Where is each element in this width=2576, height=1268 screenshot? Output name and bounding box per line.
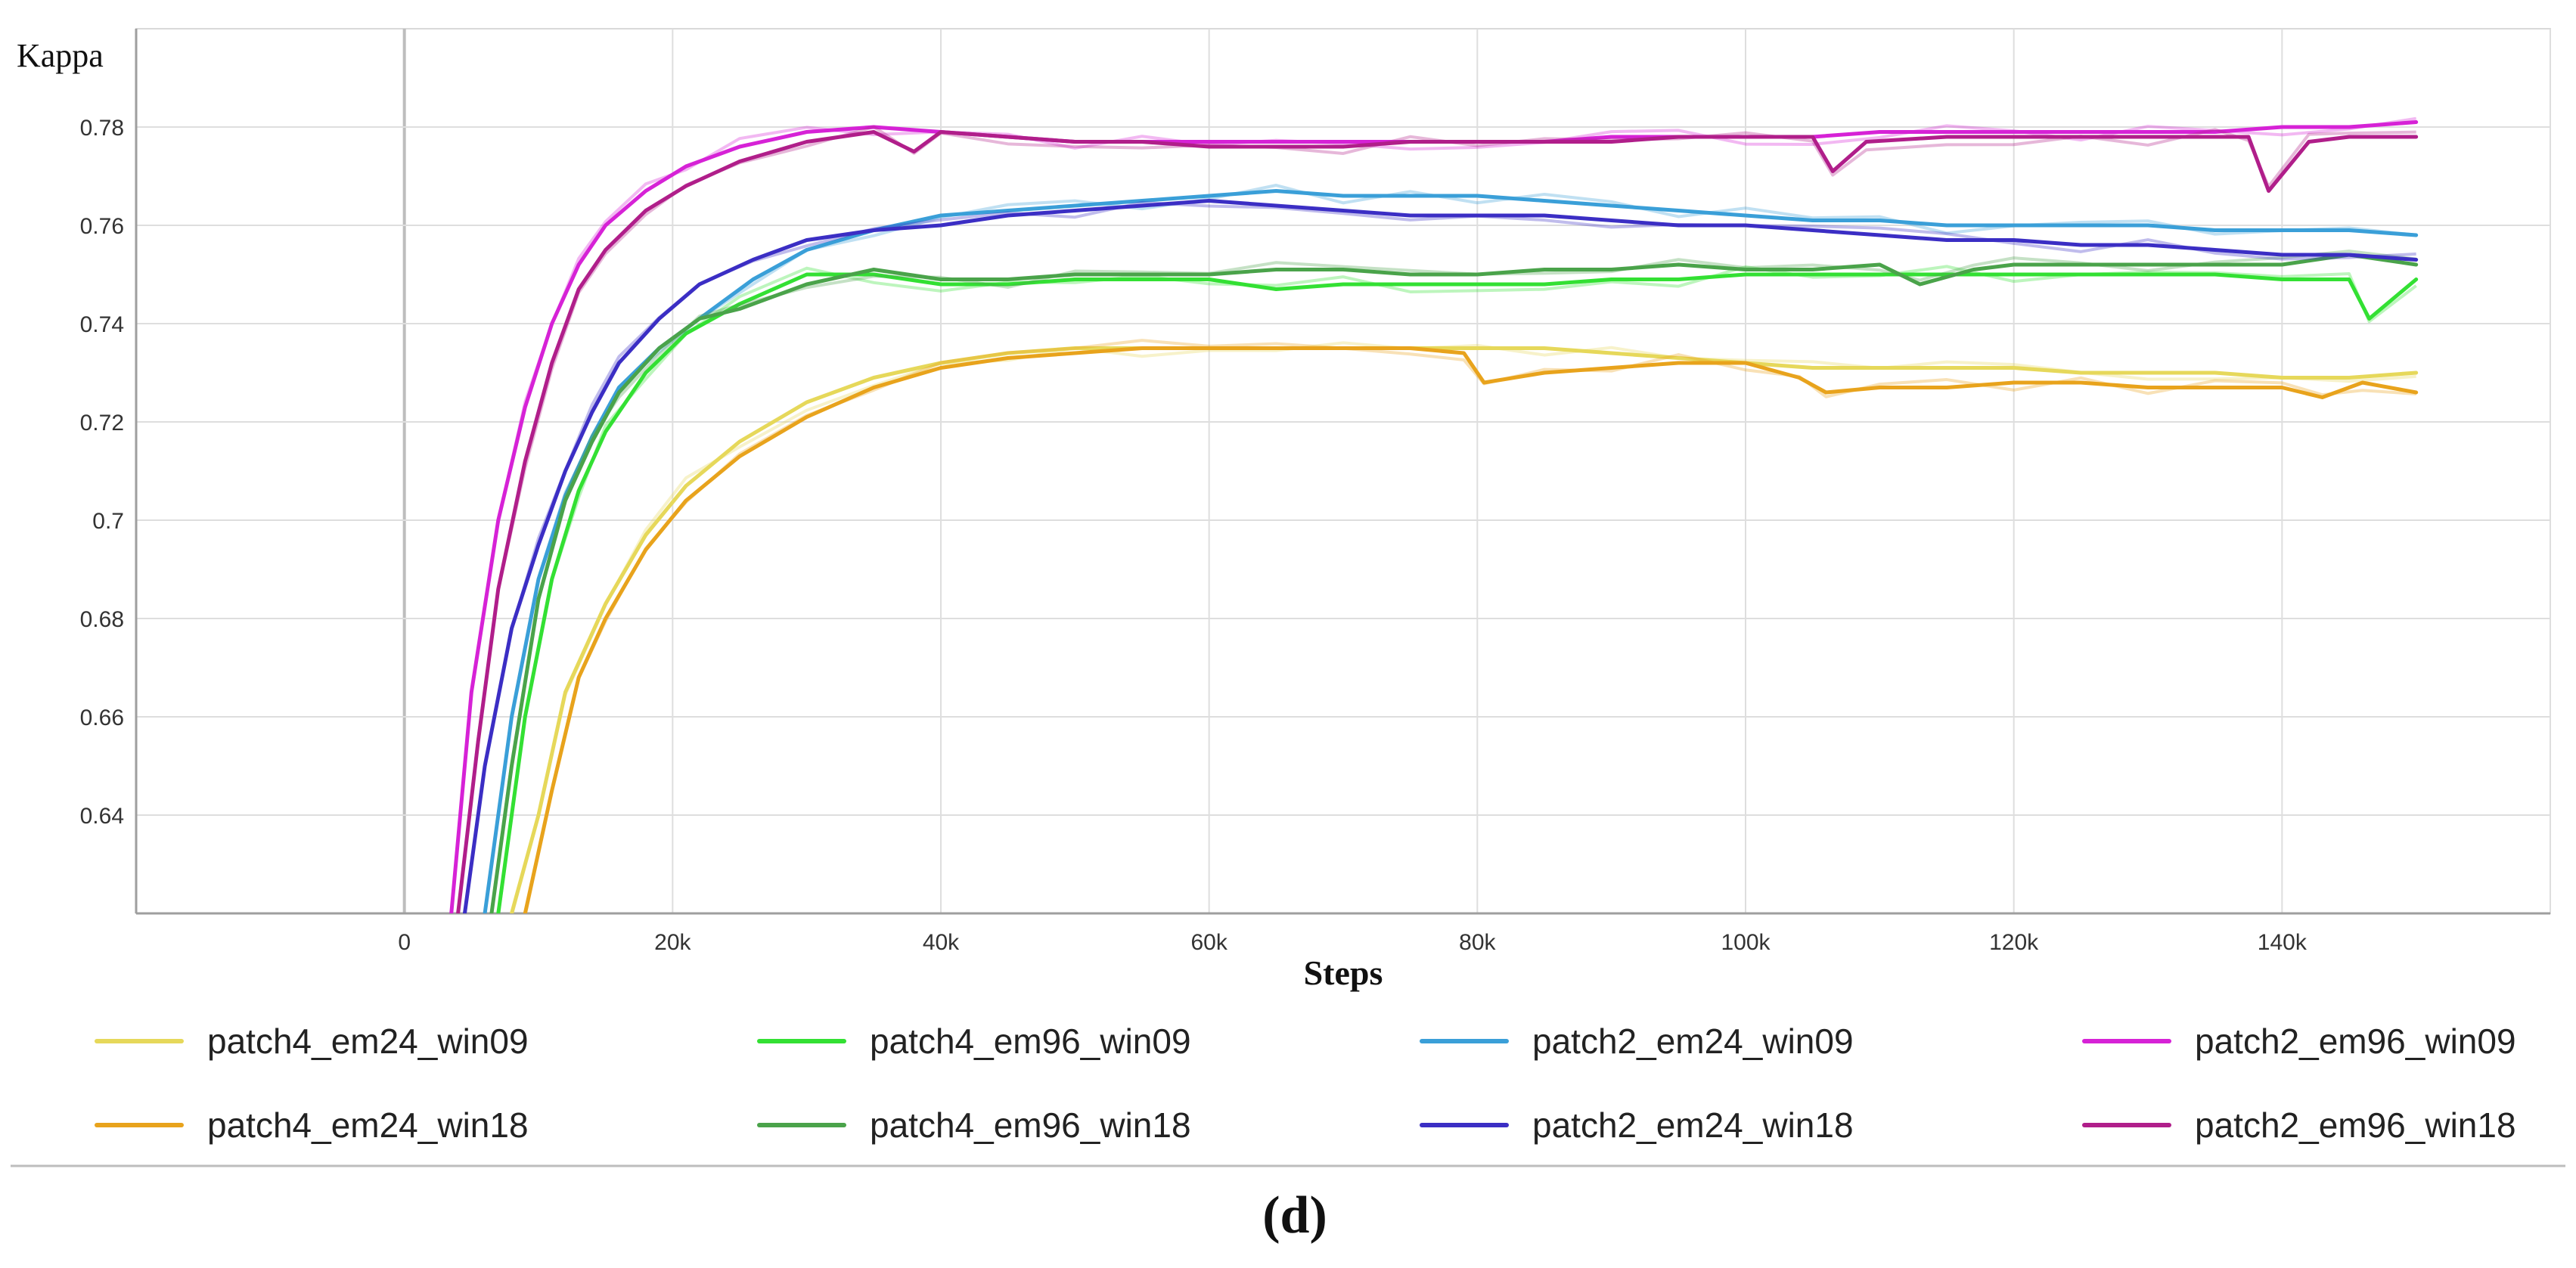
series-line-patch4_em96_win18 — [489, 253, 2419, 913]
x-axis-title: Steps — [1304, 953, 1383, 992]
y-tick-label: 0.74 — [80, 312, 124, 337]
legend-label: patch4_em96_win09 — [870, 1022, 1191, 1061]
series-raw-patch4_em96_win18 — [489, 250, 2416, 912]
y-tick-label: 0.64 — [80, 804, 124, 829]
legend-label: patch4_em96_win18 — [870, 1105, 1191, 1145]
legend-entry-patch2_em96_win09: patch2_em96_win09 — [2082, 1022, 2516, 1061]
label-layer: Kappa Steps (d) — [17, 37, 1383, 1245]
x-tick-label: 40k — [923, 930, 960, 955]
series-line-patch4_em96_win09 — [496, 272, 2419, 913]
series-layer — [449, 116, 2419, 913]
panel-label: (d) — [1262, 1186, 1327, 1245]
x-tick-label: 100k — [1721, 930, 1771, 955]
x-tick-label: 60k — [1190, 930, 1227, 955]
legend-label: patch4_em24_win09 — [207, 1022, 529, 1061]
legend-entry-patch2_em24_win09: patch2_em24_win09 — [1420, 1022, 1854, 1061]
y-tick-label: 0.7 — [92, 509, 124, 534]
grid-layer — [135, 28, 2551, 914]
series-line-patch4_em24_win18 — [523, 346, 2419, 913]
x-tick-label: 120k — [1989, 930, 2039, 955]
y-tick-label: 0.78 — [80, 116, 124, 141]
y-axis-title: Kappa — [17, 37, 104, 74]
x-tick-label: 0 — [398, 930, 411, 955]
x-tick-label: 140k — [2258, 930, 2308, 955]
legend-label: patch2_em96_win18 — [2195, 1105, 2516, 1145]
y-tick-label: 0.72 — [80, 411, 124, 436]
legend-label: patch2_em24_win09 — [1532, 1022, 1854, 1061]
series-raw-patch2_em96_win18 — [456, 125, 2416, 913]
legend-entry-patch4_em96_win09: patch4_em96_win09 — [757, 1022, 1191, 1061]
legend-label: patch4_em24_win18 — [207, 1105, 529, 1145]
y-tick-label: 0.76 — [80, 214, 124, 239]
legend-entry-patch4_em24_win18: patch4_em24_win18 — [95, 1105, 529, 1145]
x-tick-label: 80k — [1459, 930, 1496, 955]
axis-layer: 0 20k 40k 60k 80k 100k 120k 140k 0.64 0.66 0.68 0.7… — [80, 29, 2550, 955]
plot-frame — [135, 28, 2551, 914]
legend-entry-patch4_em96_win18: patch4_em96_win18 — [757, 1105, 1191, 1145]
legend-entry-patch2_em96_win18: patch2_em96_win18 — [2082, 1105, 2516, 1145]
series-line-patch2_em96_win18 — [456, 130, 2419, 913]
series-line-patch2_em24_win18 — [462, 199, 2419, 913]
legend-entry-patch4_em24_win09: patch4_em24_win09 — [95, 1022, 529, 1061]
y-tick-label: 0.66 — [80, 705, 124, 730]
series-line-patch2_em96_win09 — [449, 120, 2419, 913]
legend-label: patch2_em96_win09 — [2195, 1022, 2516, 1061]
legend-label: patch2_em24_win18 — [1532, 1105, 1854, 1145]
x-tick-label: 20k — [654, 930, 691, 955]
legend-entry-patch2_em24_win18: patch2_em24_win18 — [1420, 1105, 1854, 1145]
legend: patch4_em24_win09 patch4_em96_win09 patch2… — [11, 1022, 2565, 1167]
y-tick-label: 0.68 — [80, 607, 124, 632]
